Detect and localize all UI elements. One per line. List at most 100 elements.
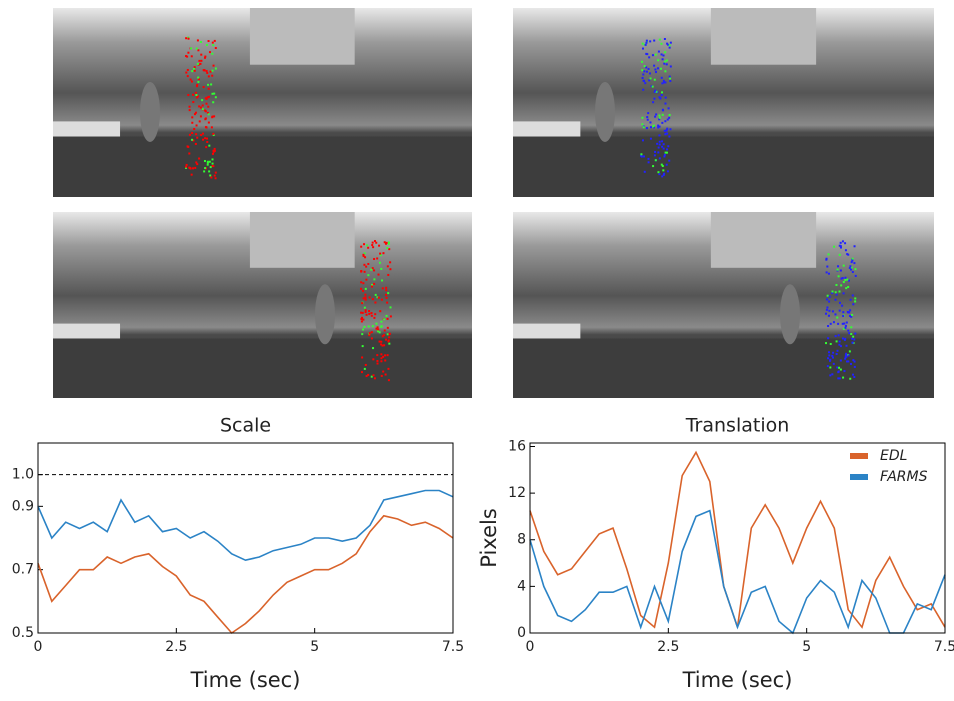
feature-point: [372, 246, 374, 248]
feature-point: [647, 158, 649, 160]
feature-point: [365, 364, 367, 366]
feature-point: [196, 137, 198, 139]
feature-point: [382, 335, 384, 337]
feature-point: [211, 70, 213, 72]
feature-point: [210, 166, 212, 168]
feature-point: [360, 246, 362, 248]
feature-point: [201, 99, 203, 101]
feature-point: [839, 291, 841, 293]
feature-point: [647, 119, 649, 121]
feature-point: [842, 315, 844, 317]
feature-point: [203, 170, 205, 172]
feature-point: [839, 254, 841, 256]
feature-point: [390, 315, 392, 317]
feature-point: [829, 359, 831, 361]
feature-point: [853, 339, 855, 341]
series-line: [530, 511, 945, 633]
feature-point: [187, 94, 189, 96]
feature-point: [384, 354, 386, 356]
feature-point: [645, 44, 647, 46]
feature-point: [642, 43, 644, 45]
feature-point: [667, 170, 669, 172]
feature-point: [669, 47, 671, 49]
feature-point: [210, 83, 212, 85]
feature-point: [374, 313, 376, 315]
feature-point: [658, 51, 660, 53]
feature-point: [842, 377, 844, 379]
feature-point: [372, 298, 374, 300]
feature-point: [213, 93, 215, 95]
feature-point: [827, 325, 829, 327]
feature-point: [212, 42, 214, 44]
feature-point: [828, 351, 830, 353]
feature-point: [835, 299, 837, 301]
building: [250, 212, 355, 268]
feature-point: [196, 48, 198, 50]
feature-point: [641, 123, 643, 125]
feature-point: [198, 158, 200, 160]
feature-point: [207, 162, 209, 164]
x-tick-label: 2.5: [165, 639, 187, 655]
feature-point: [833, 363, 835, 365]
feature-point: [381, 299, 383, 301]
feature-point: [199, 63, 201, 65]
feature-point: [845, 325, 847, 327]
feature-point: [210, 71, 212, 73]
feature-point: [657, 67, 659, 69]
feature-point: [843, 265, 845, 267]
feature-point: [387, 318, 389, 320]
feature-point: [362, 254, 364, 256]
feature-point: [381, 279, 383, 281]
legend-label: FARMS: [880, 469, 928, 485]
feature-point: [214, 40, 216, 42]
x-axis-label: Time (sec): [190, 668, 301, 692]
feature-point: [827, 337, 829, 339]
feature-point: [378, 245, 380, 247]
feature-point: [363, 297, 365, 299]
feature-point: [211, 75, 213, 77]
feature-point: [826, 298, 828, 300]
feature-point: [212, 44, 214, 46]
feature-point: [361, 302, 363, 304]
feature-point: [649, 40, 651, 42]
feature-point: [840, 270, 842, 272]
feature-point: [200, 60, 202, 62]
feature-point: [836, 350, 838, 352]
feature-point: [384, 359, 386, 361]
feature-point: [213, 65, 215, 67]
feature-point: [187, 75, 189, 77]
chart-title: Scale: [220, 415, 271, 437]
feature-point: [846, 253, 848, 255]
feature-point: [652, 165, 654, 167]
feature-point: [847, 330, 849, 332]
feature-point: [642, 73, 644, 75]
feature-point: [660, 43, 662, 45]
feature-point: [206, 98, 208, 100]
feature-point: [852, 374, 854, 376]
feature-point: [853, 262, 855, 264]
feature-point: [386, 247, 388, 249]
feature-point: [212, 101, 214, 103]
feature-point: [382, 252, 384, 254]
person: [780, 284, 800, 344]
feature-point: [190, 47, 192, 49]
feature-point: [215, 172, 217, 174]
feature-point: [846, 279, 848, 281]
feature-point: [365, 279, 367, 281]
x-tick-label: 0: [34, 639, 43, 655]
feature-point: [360, 312, 362, 314]
feature-point: [373, 269, 375, 271]
feature-point: [373, 317, 375, 319]
feature-point: [187, 52, 189, 54]
feature-point: [648, 79, 650, 81]
feature-point: [838, 334, 840, 336]
feature-point: [208, 75, 210, 77]
feature-point: [389, 333, 391, 335]
feature-point: [387, 327, 389, 329]
feature-point: [211, 116, 213, 118]
feature-point: [191, 70, 193, 72]
feature-point: [384, 330, 386, 332]
feature-point: [658, 173, 660, 175]
feature-point: [844, 358, 846, 360]
feature-point: [649, 72, 651, 74]
